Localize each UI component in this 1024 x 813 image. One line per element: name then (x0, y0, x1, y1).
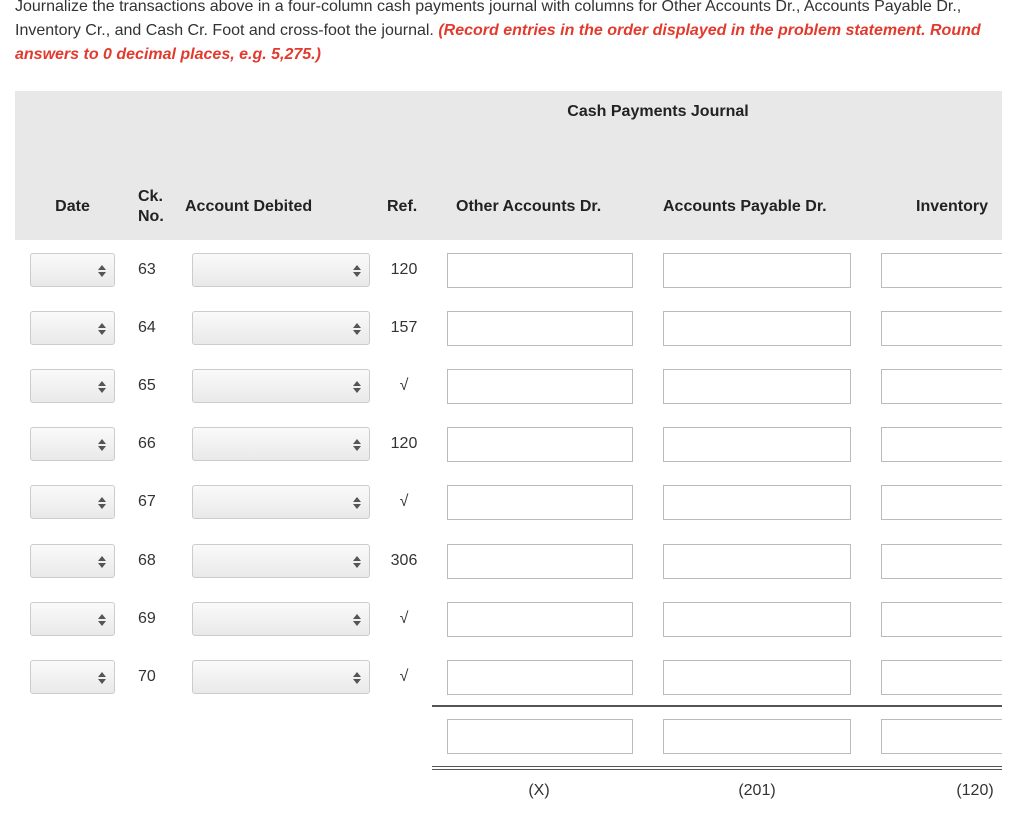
date-select[interactable] (30, 253, 115, 287)
select-arrows (353, 265, 361, 277)
column-header: Accounts Payable Dr. (663, 198, 827, 215)
account-select[interactable] (192, 253, 370, 287)
select-arrows (98, 323, 106, 336)
reference: √ (399, 609, 409, 627)
posting-reference: (201) (738, 782, 776, 799)
total-input[interactable] (663, 719, 851, 754)
select-arrows (353, 613, 361, 626)
amount-input[interactable] (447, 311, 633, 347)
date-select[interactable] (30, 601, 115, 636)
posting-reference: (120) (956, 782, 994, 799)
account-select[interactable] (192, 543, 370, 578)
amount-input[interactable] (663, 485, 851, 521)
check-number: 63 (138, 261, 156, 278)
posting-reference: (X) (528, 782, 550, 799)
amount-input[interactable] (881, 311, 1002, 347)
subtotal-rule (432, 705, 1002, 707)
header-band (15, 91, 1002, 240)
select-arrows (98, 497, 106, 510)
date-select[interactable] (30, 485, 115, 520)
check-number: 67 (138, 493, 156, 511)
amount-input[interactable] (663, 253, 851, 288)
account-select[interactable] (192, 369, 370, 404)
amount-input[interactable] (663, 427, 851, 463)
select-arrows (98, 439, 106, 452)
column-header: Account Debited (185, 198, 313, 215)
select-arrows (353, 439, 361, 452)
amount-input[interactable] (447, 659, 633, 695)
reference: 120 (390, 435, 418, 453)
column-header: Date (55, 198, 90, 215)
journal: Cash Payments Journal Date Ck. No. Account… (15, 91, 1002, 813)
amount-input[interactable] (663, 369, 851, 405)
column-header: Other Accounts Dr. (456, 198, 602, 215)
reference: 157 (390, 319, 418, 337)
amount-input[interactable] (663, 601, 851, 637)
date-select[interactable] (30, 369, 115, 404)
amount-input[interactable] (663, 659, 851, 695)
check-number: 65 (138, 377, 156, 395)
total-rule (432, 769, 1002, 770)
instruction-text: Journalize the transactions above in a f… (15, 0, 962, 39)
amount-input[interactable] (447, 601, 633, 637)
check-number: 70 (138, 667, 156, 685)
select-arrows (353, 555, 361, 568)
account-select[interactable] (192, 485, 370, 520)
date-select[interactable] (30, 543, 115, 578)
select-arrows (353, 381, 361, 394)
amount-input[interactable] (881, 659, 1002, 695)
instructions: Journalize the transactions above in a f… (15, 0, 1005, 67)
select-arrows (353, 497, 361, 510)
column-header: Inventory (916, 198, 989, 215)
amount-input[interactable] (447, 485, 633, 521)
reference: √ (399, 667, 409, 685)
check-number: 68 (138, 551, 156, 569)
select-arrows (98, 381, 106, 394)
total-rule (432, 766, 1002, 767)
amount-input[interactable] (663, 311, 851, 347)
date-select[interactable] (30, 311, 115, 346)
account-select[interactable] (192, 601, 370, 636)
account-select[interactable] (192, 659, 370, 694)
total-input[interactable] (447, 719, 633, 754)
amount-input[interactable] (881, 485, 1002, 521)
account-select[interactable] (192, 311, 370, 346)
select-arrows (98, 265, 106, 277)
select-arrows (98, 613, 106, 626)
amount-input[interactable] (881, 427, 1002, 463)
reference: √ (399, 377, 409, 395)
amount-input[interactable] (447, 369, 633, 405)
reference: √ (399, 493, 409, 511)
amount-input[interactable] (447, 427, 633, 463)
select-arrows (98, 555, 106, 568)
amount-input[interactable] (881, 369, 1002, 405)
check-number: 66 (138, 435, 156, 453)
account-select[interactable] (192, 427, 370, 462)
select-arrows (98, 671, 106, 684)
check-number: 64 (138, 319, 156, 337)
column-header: Ck. No. (138, 188, 164, 225)
amount-input[interactable] (447, 543, 633, 579)
amount-input[interactable] (881, 543, 1002, 579)
amount-input[interactable] (881, 253, 1002, 288)
amount-input[interactable] (663, 543, 851, 579)
date-select[interactable] (30, 427, 115, 462)
date-select[interactable] (30, 659, 115, 694)
instruction-note: (Record entries in the order displayed i… (15, 22, 981, 63)
check-number: 69 (138, 609, 156, 627)
amount-input[interactable] (447, 253, 633, 288)
reference: 120 (390, 261, 418, 278)
column-header: Ref. (387, 198, 418, 215)
select-arrows (353, 671, 361, 684)
amount-input[interactable] (881, 601, 1002, 637)
journal-title: Cash Payments Journal (567, 103, 749, 120)
total-input[interactable] (881, 719, 1002, 754)
reference: 306 (390, 551, 418, 569)
select-arrows (353, 323, 361, 336)
